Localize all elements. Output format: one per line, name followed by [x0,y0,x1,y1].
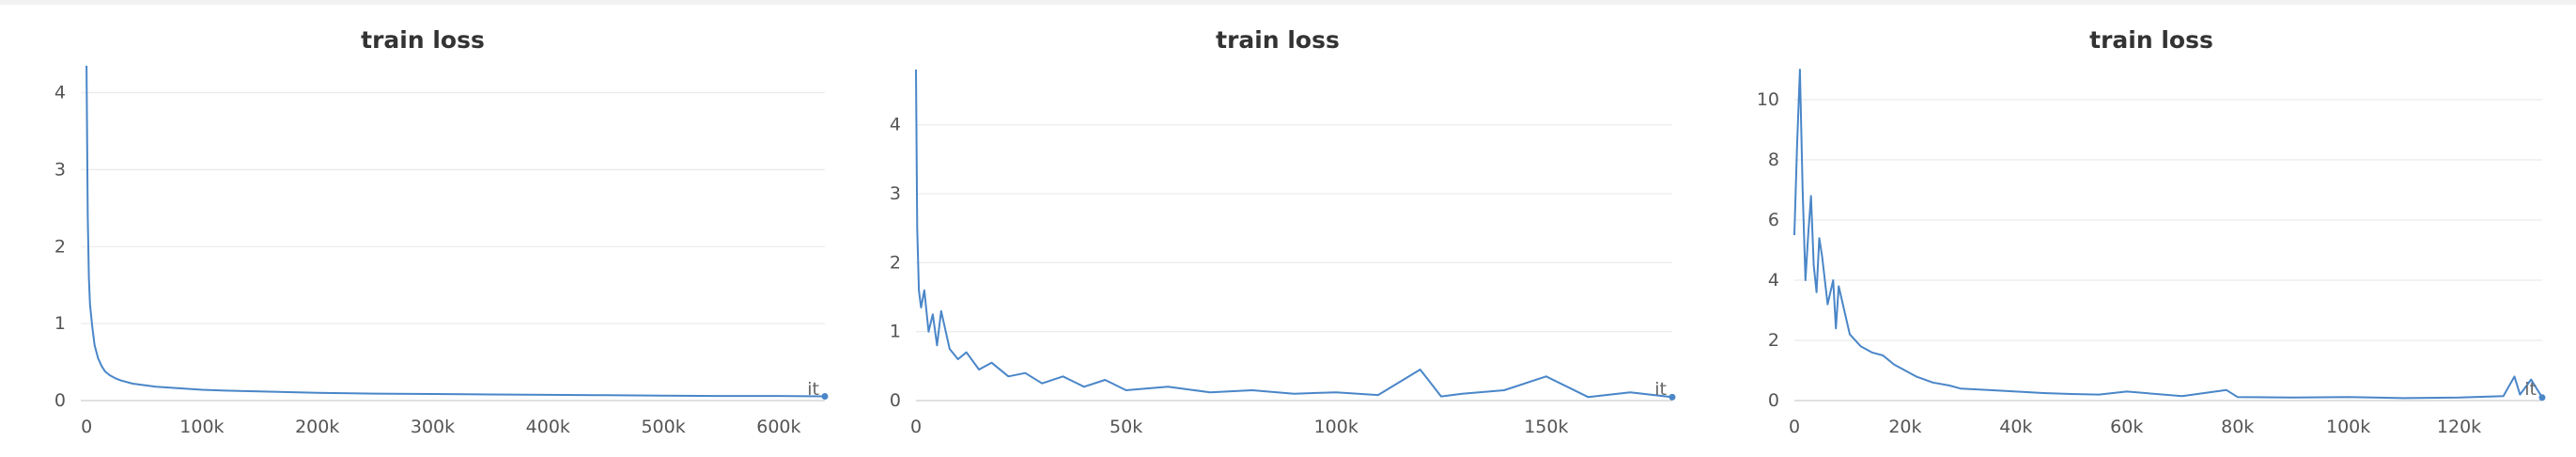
x-tick-label: 150k [1524,417,1568,437]
x-tick-label: 80k [2221,417,2254,437]
top-rule [0,0,2576,5]
chart-plot: 0 2 4 6 8 10 0 20k 40k 60k 80k 100k 120k it [1757,69,2546,437]
x-tick-label: 100k [2326,417,2370,437]
x-tick-label: 50k [1110,417,1142,437]
x-tick-label: 400k [526,417,570,437]
x-tick-label: 200k [295,417,339,437]
chart-plot: 0 1 2 3 4 0 50k 100k 150k it [890,69,1676,437]
series-line [85,65,826,398]
chart-title: train loss [361,26,485,54]
x-tick-label: 40k [1999,417,2032,437]
x-axis-label: it [807,379,819,400]
y-tick-label: 4 [890,115,901,135]
chart-panel-1: train loss 0 1 2 3 4 0 100k 200k 300k 400k 500k 600… [0,0,846,457]
y-tick-label: 2 [890,252,901,273]
chart-title: train loss [1216,26,1340,54]
chart-title: train loss [2089,26,2213,54]
x-tick-label: 20k [1888,417,1921,437]
x-tick-label: 0 [1789,417,1800,437]
y-tick-label: 1 [54,313,66,334]
x-axis-label: it [1654,379,1667,400]
y-tick-label: 10 [1757,89,1779,110]
x-axis-label: it [2524,379,2537,400]
series-line [1793,69,2543,400]
series-end-marker [2538,394,2546,402]
y-tick-label: 4 [1768,270,1779,291]
chart-panel-3: train loss 0 2 4 6 8 10 0 20k 40k 60k 80k 100k 120k i… [1729,0,2574,457]
y-tick-label: 3 [54,159,66,180]
x-tick-label: 100k [1314,417,1358,437]
y-tick-label: 0 [1768,390,1779,411]
series-end-marker [821,392,829,400]
y-tick-label: 8 [1768,150,1779,170]
x-tick-label: 100k [179,417,224,437]
x-tick-label: 60k [2110,417,2143,437]
series-end-marker [1668,393,1676,401]
x-tick-label: 500k [641,417,685,437]
y-tick-label: 6 [1768,210,1779,230]
y-tick-label: 0 [54,390,66,411]
x-tick-label: 600k [756,417,800,437]
chart-panel-2: train loss 0 1 2 3 4 0 50k 100k 150k it [864,0,1691,457]
y-tick-label: 4 [54,83,66,103]
chart-plot: 0 1 2 3 4 0 100k 200k 300k 400k 500k 600k it [54,65,829,437]
y-tick-label: 0 [890,390,901,411]
x-tick-label: 300k [411,417,455,437]
x-tick-label: 120k [2437,417,2481,437]
series-line [915,69,1673,399]
x-tick-label: 0 [910,417,922,437]
y-tick-label: 3 [890,183,901,204]
y-tick-label: 2 [1768,330,1779,351]
y-tick-label: 2 [54,236,66,257]
y-tick-label: 1 [890,322,901,342]
x-tick-label: 0 [81,417,92,437]
